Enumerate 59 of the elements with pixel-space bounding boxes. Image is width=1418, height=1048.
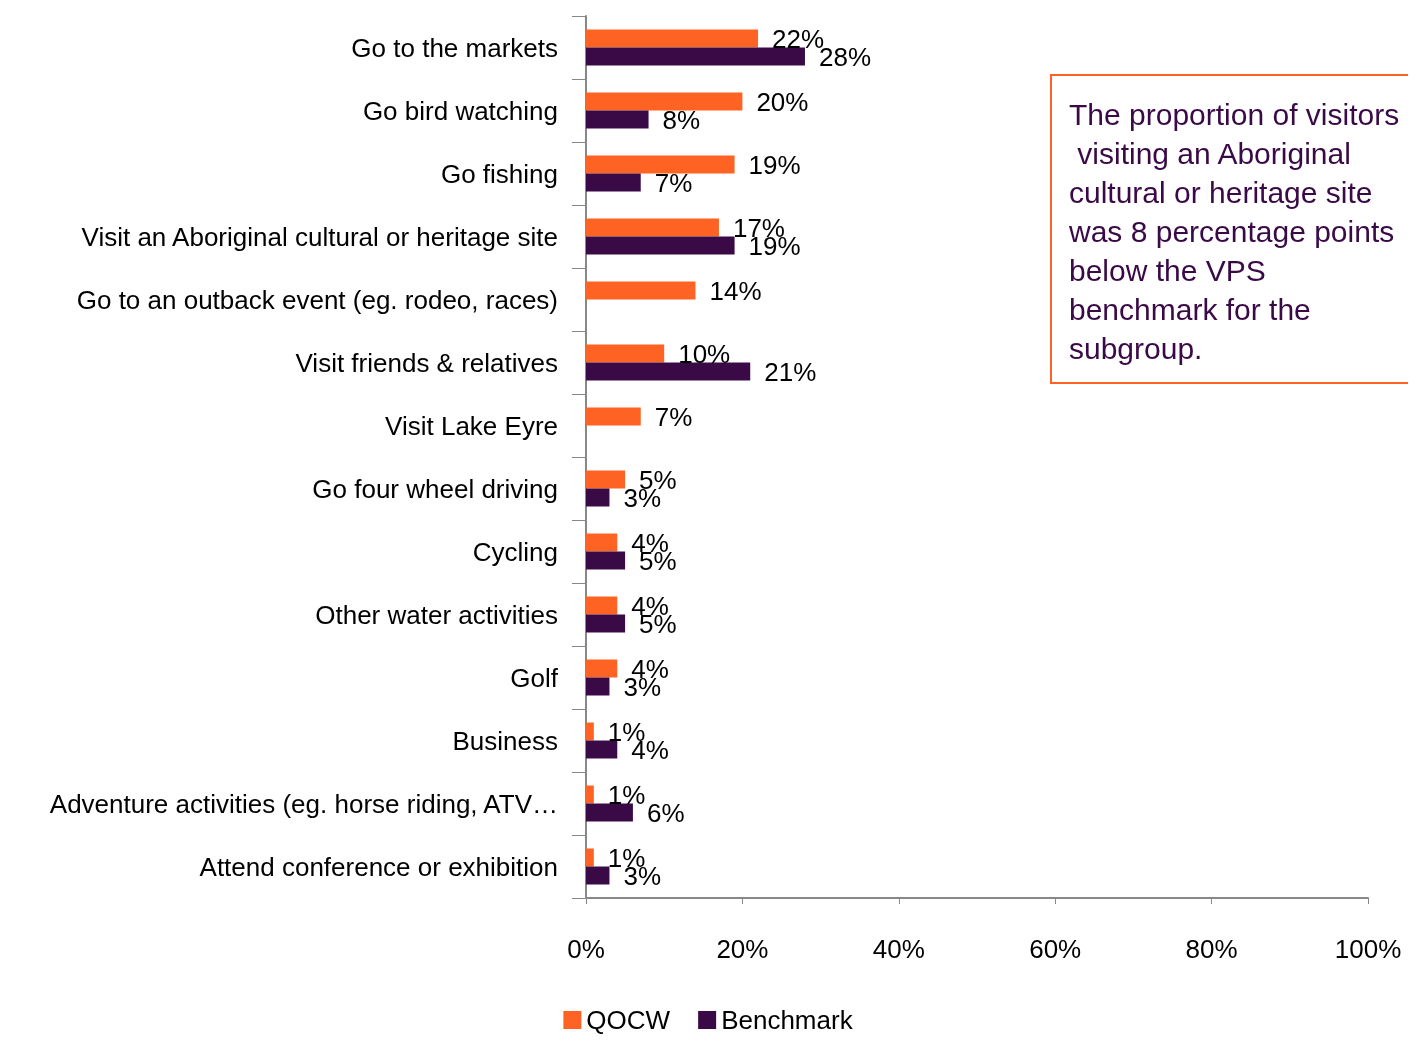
- x-tick-label: 60%: [1029, 934, 1082, 964]
- bar: [586, 47, 805, 66]
- data-label: 7%: [654, 167, 693, 198]
- data-label: 14%: [709, 275, 762, 306]
- bar: [586, 533, 618, 552]
- bar: [586, 218, 719, 237]
- bar: [586, 596, 618, 615]
- bar: [586, 848, 594, 867]
- y-tick-label: Visit an Aboriginal cultural or heritage site: [81, 221, 558, 252]
- y-tick-label: Golf: [510, 662, 559, 693]
- bar: [586, 722, 594, 741]
- data-label: 19%: [748, 149, 801, 180]
- data-label: 1%: [607, 779, 646, 810]
- data-label: 20%: [756, 86, 809, 117]
- bar: [586, 866, 610, 885]
- y-tick-label: Go to the markets: [351, 32, 558, 63]
- data-label: 10%: [678, 338, 731, 369]
- data-label: 7%: [654, 401, 693, 432]
- x-tick-label: 40%: [872, 934, 925, 964]
- bar: [586, 614, 626, 633]
- y-tick-label: Attend conference or exhibition: [199, 851, 558, 882]
- x-tick-label: 100%: [1334, 934, 1402, 964]
- y-tick-label: Go to an outback event (eg. rodeo, races): [76, 284, 558, 315]
- y-tick-label: Go fishing: [440, 158, 558, 189]
- x-tick-label: 80%: [1185, 934, 1238, 964]
- bar: [586, 281, 696, 300]
- bar: [586, 407, 641, 426]
- annotation: The proportion of visitors visiting an Aboriginal cultural or heritage site was 8 percentage points below the VPS benchmark for the subgroup.: [1068, 98, 1403, 365]
- bar: [586, 488, 610, 507]
- y-tick-label: Visit Lake Eyre: [385, 410, 558, 441]
- bar: [586, 740, 618, 759]
- bar: [586, 659, 618, 678]
- x-tick-label: 0%: [567, 934, 605, 964]
- y-tick-label: Go four wheel driving: [312, 473, 558, 504]
- bar: [586, 470, 626, 489]
- bar: [586, 173, 641, 192]
- bar: [586, 236, 735, 255]
- x-tick-label: 20%: [716, 934, 769, 964]
- bar: [586, 551, 626, 570]
- legend-label: Benchmark: [721, 1005, 854, 1035]
- y-tick-label: Adventure activities (eg. horse riding, ATV…: [49, 788, 558, 819]
- y-tick-label: Cycling: [472, 536, 558, 567]
- y-tick-label: Visit friends & relatives: [295, 347, 558, 378]
- data-label: 8%: [662, 104, 701, 135]
- bar: [586, 92, 743, 111]
- y-tick-label: Other water activities: [315, 599, 558, 630]
- y-tick-label: Go bird watching: [362, 95, 558, 126]
- bar: [586, 155, 735, 174]
- bar: [586, 29, 759, 48]
- data-label: 6%: [646, 797, 685, 828]
- bar: [586, 344, 665, 363]
- bar: [586, 803, 633, 822]
- y-tick-label: Business: [452, 725, 558, 756]
- bar: [586, 785, 594, 804]
- bar: [586, 110, 649, 129]
- bar: [586, 362, 751, 381]
- legend-label: QOCW: [586, 1005, 671, 1035]
- bar: [586, 677, 610, 696]
- data-label: 21%: [764, 356, 817, 387]
